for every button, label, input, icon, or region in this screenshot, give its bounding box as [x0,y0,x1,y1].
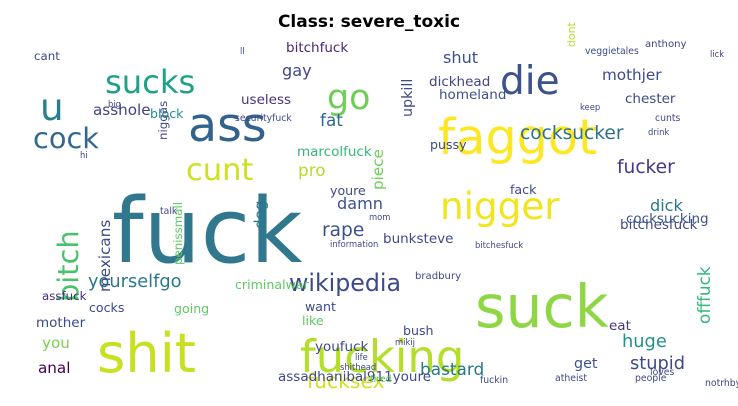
word-yourselfgo: yourselfgo [88,271,182,292]
word-bush: bush [403,323,434,338]
word-eat: eat [609,318,631,334]
word-mikij: mikij [395,337,415,347]
word-cant: cant [34,49,60,63]
word-cunts: cunts [655,113,681,124]
word-marcolfuck: marcolfuck [297,144,372,160]
word-youre: youre [330,183,366,198]
word-cocksucker: cocksucker [520,123,624,144]
word-die: die [500,59,560,104]
word-suck: suck [475,273,609,341]
word-rape: rape [322,220,364,241]
word-lick: lick [710,49,724,59]
word-bitchesfuck: bitchesfuck [620,217,698,233]
word-useless: useless [241,92,291,108]
word-dickhead: dickhead [429,74,490,90]
word-cocks: cocks [89,300,124,315]
word-homeland: homeland [439,87,506,103]
word-atheist: atheist [555,373,587,384]
word-assfuck: assfuck [42,289,87,303]
word-niggas: niggas [156,101,170,140]
word-asshole: asshole [93,101,151,119]
word-pussy: pussy [430,137,467,152]
chart-title: Class: severe_toxic [277,12,461,32]
word-fat: fat [320,110,343,130]
word-bitch: bitch [51,230,85,302]
word-big: big [108,99,121,109]
word-block: block [150,106,184,121]
word-wikipedia: wikipedia [289,269,401,297]
word-mother: mother [36,315,86,331]
word-mom: mom [369,212,390,222]
word-cock: cock [33,121,99,155]
word-gay: gay [282,61,312,80]
word-fucker: fucker [617,157,675,178]
word-veggietales: veggietales [585,46,639,57]
word-fucking: fucking [300,330,464,383]
word-nigger: nigger [440,184,560,228]
word-huge: huge [622,331,667,352]
word-bitchesfuck: bitchesfuck [475,240,523,250]
word-get: get [574,356,598,372]
word-faggot: faggot [438,108,597,166]
word-hi: hi [80,150,88,160]
word-dog: dog [251,200,269,229]
word-notrhbysouthbanof: notrhbysouthbanof [705,378,738,389]
word-keep: keep [580,102,600,112]
word-offfuck: offfuck [694,266,714,324]
word-ll: ll [240,46,245,56]
word-cunt: cunt [186,153,253,188]
word-anal: anal [38,359,70,377]
word-upkill: upkill [400,79,416,117]
word-sucks: sucks [105,63,195,101]
word-shit: shit [97,322,196,385]
word-damn: damn [337,194,383,213]
word-talk: talk [160,206,178,217]
word-dont: dont [565,22,578,47]
word-mexicans: mexicans [96,220,114,292]
word-shithead: shithead [340,362,376,372]
word-mothjer: mothjer [602,66,662,84]
word-assadhanibal911youre: assadhanibal911youre [278,369,431,385]
word-drink: drink [648,127,669,137]
word-shut: shut [443,48,478,67]
word-life: life [355,352,368,362]
word-tired: tired [370,374,392,385]
word-fucksex: fucksex [307,369,385,393]
word-criminalwar: criminalwar [235,277,310,292]
word-fuck: fuck [112,179,302,284]
word-people: people [635,373,667,384]
word-bradbury: bradbury [415,271,461,282]
word-fuckin: fuckin [480,375,508,386]
word-securityfuck: securityfuck [235,113,292,124]
word-piece: piece [369,149,387,190]
word-bunksteve: bunksteve [383,231,453,247]
word-bastard: bastard [420,359,484,379]
word-stupid: stupid [630,353,685,374]
word-dick: dick [650,196,684,215]
word-you: you [42,334,70,352]
word-anthony: anthony [645,39,687,50]
word-bitchfuck: bitchfuck [286,40,348,56]
word-loves: loves [650,367,674,378]
word-go: go [327,78,370,118]
word-going: going [174,301,209,316]
word-chester: chester [625,91,676,107]
word-cocksucking: cocksucking [626,211,709,227]
word-like: like [302,313,324,328]
word-u: u [40,85,64,129]
word-want: want [305,299,336,314]
word-penissmall: penissmall [171,202,185,265]
word-ass: ass [188,98,267,153]
word-youfuck: youfuck [315,339,369,355]
word-pro: pro [298,160,326,180]
word-fack: fack [510,182,537,197]
word-information: information [330,239,378,249]
